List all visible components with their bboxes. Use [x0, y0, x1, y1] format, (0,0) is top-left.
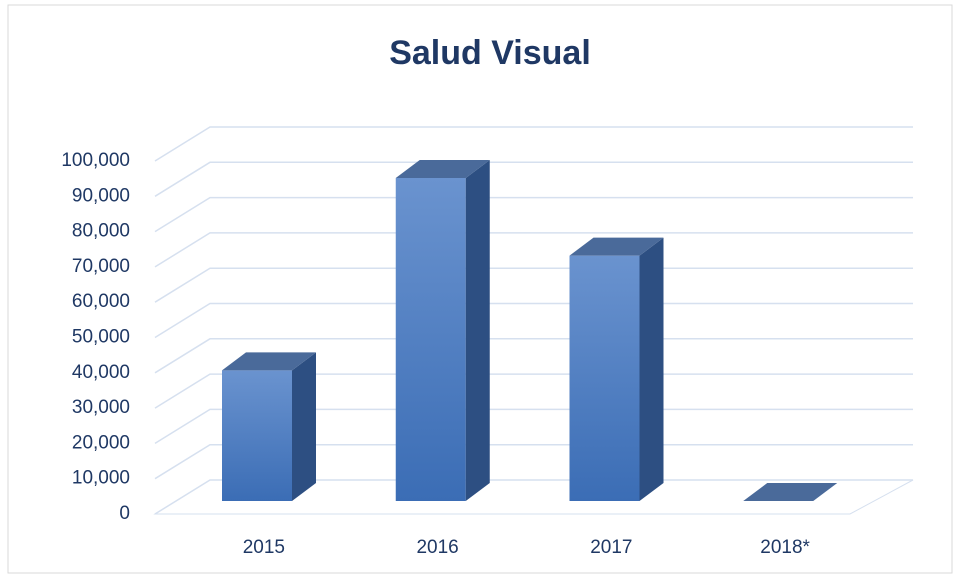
y-tick-label: 10,000 — [72, 468, 130, 489]
bar-front — [222, 370, 292, 501]
grid-line — [154, 196, 913, 233]
bar-top — [743, 483, 838, 501]
bar-side — [639, 237, 664, 502]
bar-top — [569, 237, 664, 256]
grid-line — [154, 373, 913, 409]
y-tick-label: 50,000 — [72, 327, 130, 348]
x-tick-label: 2017 — [590, 537, 632, 558]
bar-side — [465, 160, 490, 501]
bar-top — [222, 352, 316, 371]
x-tick-label: 2015 — [243, 537, 285, 558]
grid-line — [154, 302, 913, 339]
y-tick-label: 0 — [119, 503, 130, 524]
y-tick-label: 60,000 — [72, 291, 130, 312]
bar — [222, 352, 316, 501]
y-tick-label: 90,000 — [72, 185, 130, 206]
bar-front — [569, 255, 640, 501]
y-tick-label: 100,000 — [61, 150, 130, 171]
bar-top — [395, 160, 490, 179]
y-tick-label: 70,000 — [72, 256, 130, 277]
bar-front — [395, 178, 466, 501]
grid-line — [154, 267, 913, 303]
x-tick-label: 2018* — [760, 537, 810, 558]
y-tick-label: 20,000 — [72, 432, 130, 453]
y-tick-label: 80,000 — [72, 221, 130, 242]
grid-line — [154, 479, 913, 515]
bar — [743, 483, 838, 501]
grid-line — [154, 408, 913, 445]
bar — [569, 237, 664, 502]
grid-line — [154, 232, 913, 268]
grid-line — [154, 338, 913, 374]
grid-line — [154, 161, 913, 197]
bar — [395, 160, 490, 501]
grid-line — [154, 443, 913, 480]
y-tick-label: 30,000 — [72, 397, 130, 418]
grid-line — [154, 126, 913, 162]
y-tick-label: 40,000 — [72, 362, 130, 383]
bar-side — [292, 352, 316, 501]
chart-title: Salud Visual — [389, 34, 591, 72]
x-tick-label: 2016 — [416, 537, 458, 558]
